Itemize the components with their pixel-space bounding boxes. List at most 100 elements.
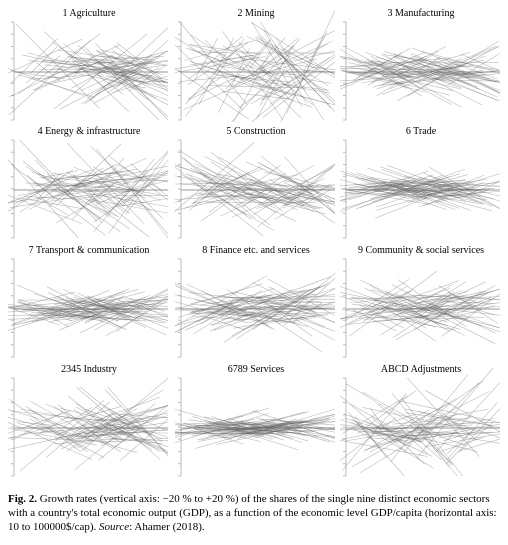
texture-line bbox=[16, 301, 96, 320]
texture-line bbox=[120, 412, 169, 424]
texture-line bbox=[369, 284, 450, 332]
texture-line bbox=[397, 64, 442, 70]
texture-line bbox=[8, 410, 71, 434]
texture-line bbox=[9, 307, 60, 326]
texture-line bbox=[344, 433, 390, 442]
panel-title-text: 2 Mining bbox=[234, 8, 278, 19]
texture-line bbox=[248, 295, 336, 323]
texture-line bbox=[391, 284, 457, 319]
texture-line bbox=[89, 199, 169, 214]
texture-line bbox=[219, 276, 331, 319]
texture-line bbox=[423, 300, 496, 334]
texture-line bbox=[280, 83, 330, 91]
texture-line bbox=[91, 431, 168, 434]
texture-line bbox=[420, 429, 474, 440]
texture-line bbox=[84, 53, 153, 105]
texture-line bbox=[343, 417, 421, 442]
texture-line bbox=[54, 396, 160, 436]
texture-line bbox=[240, 43, 328, 80]
texture-line bbox=[58, 68, 147, 89]
texture-line bbox=[218, 65, 332, 84]
texture-line bbox=[346, 315, 435, 325]
texture-line bbox=[293, 302, 322, 323]
texture-line bbox=[70, 56, 120, 65]
panel-title-text: 3 Manufacturing bbox=[384, 8, 458, 19]
texture-line bbox=[269, 178, 336, 224]
texture-line bbox=[108, 310, 169, 316]
texture-line bbox=[340, 304, 445, 320]
texture-line bbox=[94, 417, 169, 421]
texture-line bbox=[175, 141, 255, 212]
texture-line bbox=[231, 178, 325, 218]
texture-line bbox=[389, 173, 461, 195]
texture-line bbox=[241, 58, 336, 70]
texture-line bbox=[340, 170, 427, 201]
texture-line bbox=[129, 298, 163, 302]
texture-line bbox=[12, 165, 106, 236]
texture-line bbox=[415, 402, 451, 421]
texture-line bbox=[39, 421, 145, 434]
texture-line bbox=[410, 189, 441, 198]
texture-line bbox=[263, 29, 307, 104]
texture-line bbox=[175, 182, 263, 185]
texture-line bbox=[299, 193, 336, 203]
texture-line bbox=[44, 31, 129, 112]
texture-line bbox=[192, 166, 236, 204]
texture-line bbox=[362, 291, 409, 323]
texture-line bbox=[220, 188, 278, 217]
caption-source-label: Source bbox=[99, 521, 130, 533]
texture-line bbox=[361, 391, 440, 436]
texture-line bbox=[188, 44, 261, 55]
texture-line bbox=[404, 176, 477, 193]
texture-line bbox=[348, 71, 384, 74]
texture-line bbox=[63, 303, 164, 324]
texture-line bbox=[101, 71, 169, 84]
texture-line bbox=[137, 417, 167, 431]
texture-line bbox=[175, 432, 272, 434]
texture-line bbox=[181, 157, 255, 218]
texture-line bbox=[340, 419, 411, 444]
texture-line bbox=[185, 425, 265, 434]
texture-line bbox=[72, 157, 125, 220]
texture-line bbox=[381, 186, 442, 195]
texture-line bbox=[195, 174, 299, 197]
texture-line bbox=[255, 39, 329, 87]
texture-line bbox=[89, 27, 169, 102]
texture-line bbox=[423, 382, 480, 439]
texture-line bbox=[47, 292, 127, 331]
texture-line bbox=[85, 300, 115, 314]
texture-line bbox=[409, 306, 442, 309]
texture-line bbox=[118, 164, 163, 191]
texture-line bbox=[441, 293, 501, 337]
texture-line bbox=[371, 168, 466, 203]
texture-line bbox=[370, 416, 472, 448]
texture-line bbox=[378, 63, 420, 88]
texture-line bbox=[440, 298, 494, 315]
texture-line bbox=[94, 188, 126, 213]
texture-line bbox=[257, 163, 336, 228]
panel: 1 Agriculture bbox=[8, 6, 170, 122]
texture-line bbox=[229, 422, 272, 425]
texture-line bbox=[75, 417, 159, 436]
texture-line bbox=[446, 408, 501, 464]
texture-line bbox=[111, 164, 169, 239]
texture-line bbox=[269, 186, 312, 206]
texture-line bbox=[235, 420, 313, 431]
texture-line bbox=[201, 411, 310, 441]
texture-line bbox=[175, 294, 266, 316]
texture-line bbox=[192, 416, 299, 451]
texture-line bbox=[373, 307, 404, 315]
texture-line bbox=[175, 415, 244, 433]
texture-line bbox=[391, 301, 440, 325]
texture-line bbox=[433, 293, 477, 302]
texture-line bbox=[66, 412, 115, 452]
texture-line bbox=[340, 395, 408, 453]
texture-line bbox=[428, 290, 462, 306]
texture-line bbox=[361, 188, 407, 196]
texture-line bbox=[418, 410, 501, 438]
texture-line bbox=[365, 52, 462, 89]
texture-line bbox=[348, 62, 461, 90]
texture-line bbox=[54, 170, 124, 197]
texture-line bbox=[435, 189, 490, 203]
texture-line bbox=[54, 438, 121, 445]
